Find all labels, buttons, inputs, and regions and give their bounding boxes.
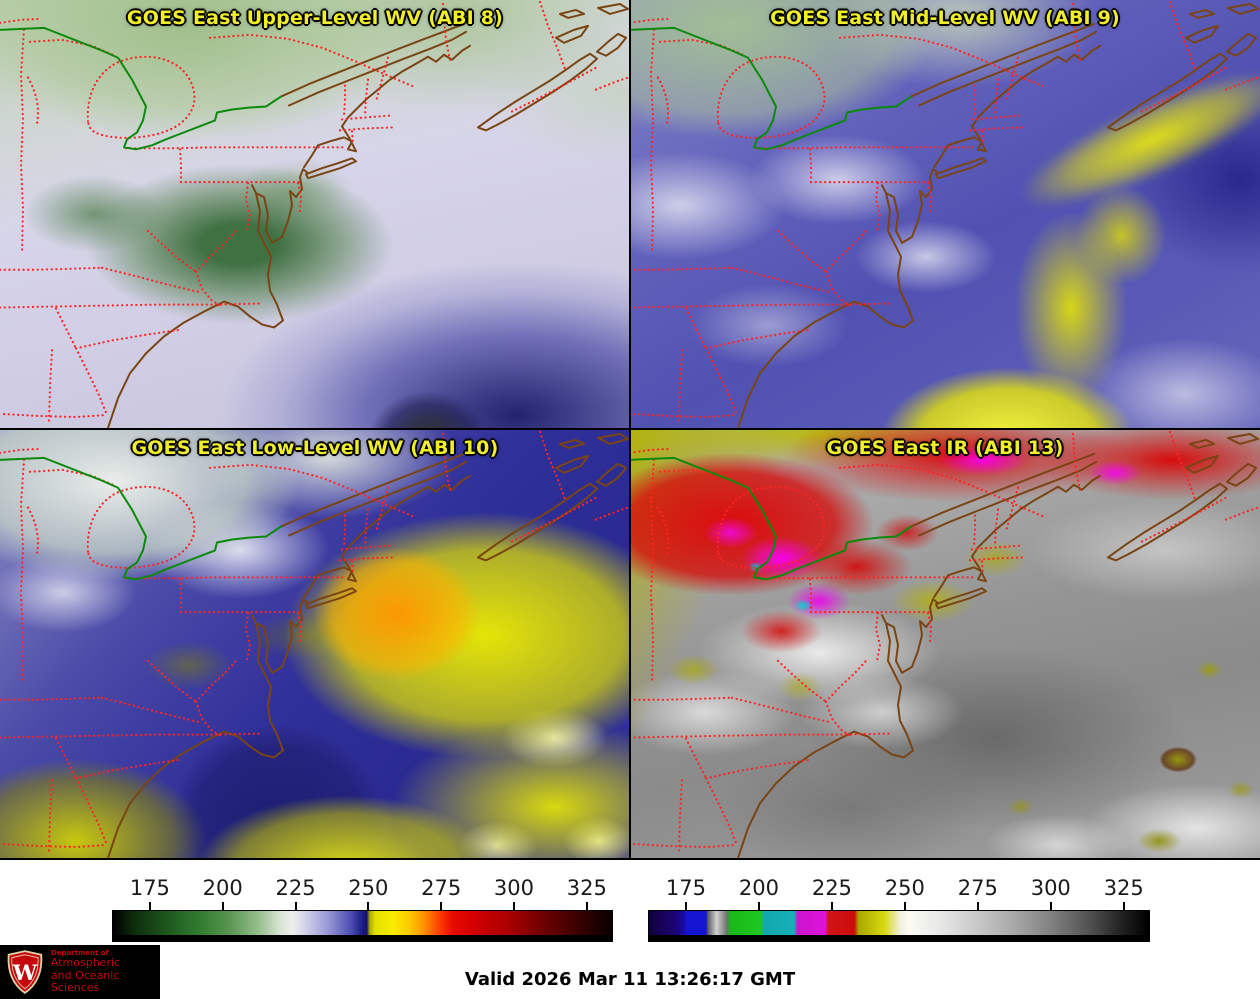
tick-label: 325 [1103, 876, 1144, 900]
wv-colorbar-labels: 175 200 225 250 275 300 325 [112, 860, 613, 902]
tick-label: 275 [421, 876, 462, 900]
basemap-overlay-icon [0, 0, 630, 428]
ir-colorbar-labels: 175 200 225 250 275 300 325 [648, 860, 1150, 902]
logo-text: Department of Atmospheric and Oceanic Sc… [50, 948, 160, 995]
wv-colorbar-ticks [112, 902, 613, 910]
logo-line1: Atmospheric [50, 956, 121, 970]
tick-label: 225 [811, 876, 852, 900]
tick-label: 200 [202, 876, 243, 900]
satellite-imagery-abi9 [630, 0, 1260, 428]
basemap-overlay-icon [630, 0, 1260, 428]
tick-label: 300 [493, 876, 534, 900]
ir-colorbar: 175 200 225 250 275 300 325 [648, 860, 1150, 942]
basemap-overlay-icon [0, 430, 630, 858]
panel-title-abi9: GOES East Mid-Level WV (ABI 9) [770, 7, 1120, 29]
tick-label: 175 [129, 876, 170, 900]
tick-label: 250 [884, 876, 925, 900]
panel-upper-level-wv: GOES East Upper-Level WV (ABI 8) [0, 0, 630, 430]
tick-label: 200 [738, 876, 779, 900]
tick-label: 275 [957, 876, 998, 900]
tick-label: 325 [566, 876, 607, 900]
satellite-imagery-abi8 [0, 0, 630, 428]
ir-colorbar-gradient [648, 910, 1150, 942]
panel-low-level-wv: GOES East Low-Level WV (ABI 10) [0, 430, 630, 860]
uw-aos-logo: W Department of Atmospheric and Oceanic … [0, 945, 160, 999]
panel-mid-level-wv: GOES East Mid-Level WV (ABI 9) [630, 0, 1260, 430]
tick-label: 225 [275, 876, 316, 900]
panel-title-abi13: GOES East IR (ABI 13) [826, 437, 1064, 459]
satellite-imagery-abi10 [0, 430, 630, 858]
tick-label: 300 [1030, 876, 1071, 900]
panel-ir: GOES East IR (ABI 13) [630, 430, 1260, 860]
panel-divider [629, 0, 631, 860]
satellite-imagery-abi13 [630, 430, 1260, 858]
crest-letter: W [12, 961, 38, 986]
uw-crest-icon: W [7, 950, 43, 994]
logo-department-label: Department of [50, 948, 109, 957]
wv-colorbar: 175 200 225 250 275 300 325 [112, 860, 613, 942]
tick-label: 250 [348, 876, 389, 900]
tick-label: 175 [665, 876, 706, 900]
satellite-panel-grid: GOES East Upper-Level WV (ABI 8) GOES Ea… [0, 0, 1260, 860]
logo-line2: and Oceanic Sciences [50, 968, 120, 995]
basemap-overlay-icon [630, 430, 1260, 858]
ir-colorbar-ticks [648, 902, 1150, 910]
panel-title-abi8: GOES East Upper-Level WV (ABI 8) [126, 7, 504, 29]
wv-colorbar-gradient [112, 910, 613, 942]
panel-title-abi10: GOES East Low-Level WV (ABI 10) [131, 437, 499, 459]
colorbar-row: 175 200 225 250 275 300 325 175 200 225 … [0, 860, 1260, 945]
footer: W Department of Atmospheric and Oceanic … [0, 945, 1260, 999]
valid-time-label: Valid 2026 Mar 11 13:26:17 GMT [464, 969, 796, 990]
